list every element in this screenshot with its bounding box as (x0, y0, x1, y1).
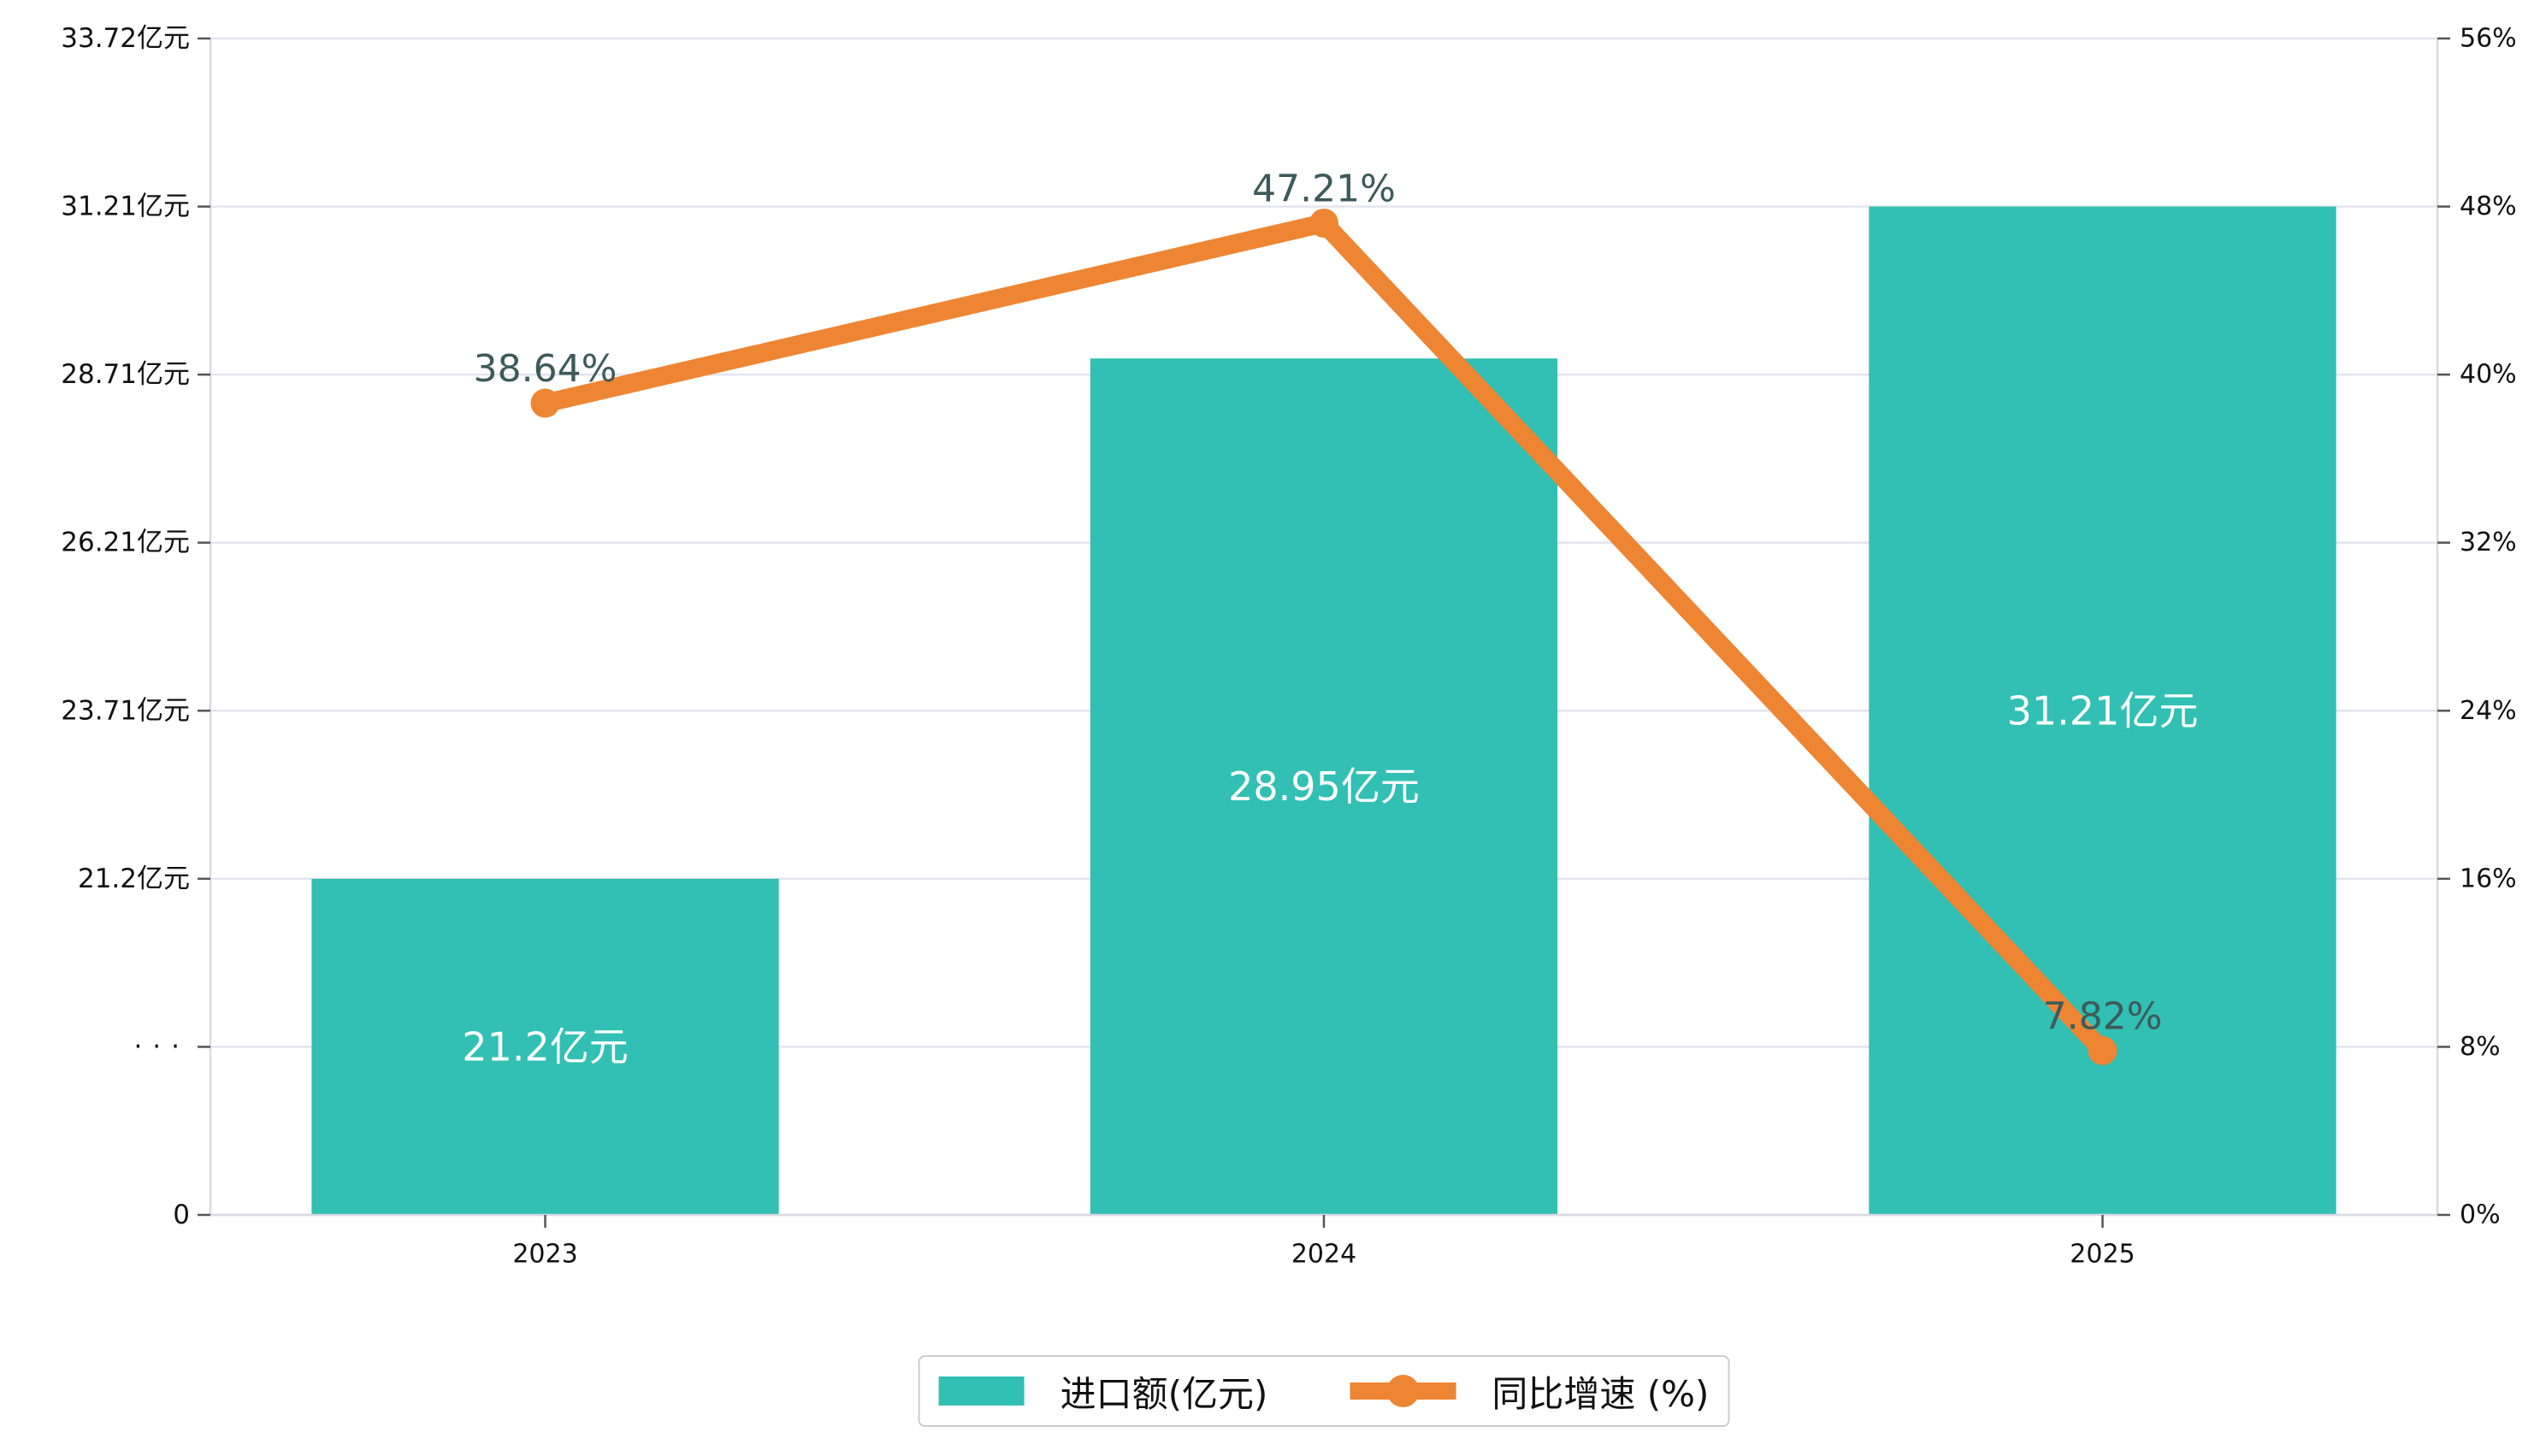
growth-marker-2025 (2088, 1035, 2118, 1065)
legend-item-import-value: 进口额(亿元) (938, 1365, 1268, 1418)
bar-value-label-2023: 21.2亿元 (462, 1023, 628, 1070)
x-axis-tick-label: 2024 (1291, 1240, 1356, 1270)
x-axis-tick-label: 2023 (512, 1240, 577, 1270)
growth-value-label-2025: 7.82% (2043, 994, 2163, 1038)
legend-label-growth-rate: 同比增速 (%) (1492, 1372, 1710, 1415)
bar-value-label-2025: 31.21亿元 (2007, 687, 2199, 734)
left-axis-tick-label: 28.71亿元 (61, 359, 190, 390)
bar-value-label-2024: 28.95亿元 (1228, 763, 1420, 810)
right-axis-tick-label: 24% (2460, 696, 2517, 726)
right-axis-tick-label: 56% (2460, 24, 2517, 54)
right-axis-tick-label: 32% (2460, 528, 2517, 557)
right-axis-tick-label: 0% (2460, 1200, 2501, 1230)
growth-value-label-2023: 38.64% (474, 347, 617, 391)
legend-bar-swatch (938, 1376, 1025, 1406)
legend-line-swatch (1350, 1375, 1456, 1407)
left-axis-tick-label: 26.21亿元 (61, 528, 190, 558)
left-axis-tick-label: 0 (173, 1200, 190, 1230)
left-axis-tick-label: 21.2亿元 (78, 864, 190, 894)
x-axis-tick-label: 2025 (2070, 1240, 2135, 1270)
right-axis-tick-label: 48% (2460, 192, 2517, 221)
right-axis-tick-label: 40% (2460, 360, 2517, 390)
bar-2023 (311, 878, 779, 1215)
right-axis-tick-label: 8% (2460, 1032, 2501, 1062)
bar-2024 (1090, 358, 1558, 1216)
left-axis-tick-label: ··· (133, 1031, 190, 1062)
left-axis-tick-label: 33.72亿元 (61, 23, 190, 54)
legend: 进口额(亿元) 同比增速 (%) (918, 1355, 1730, 1427)
growth-marker-2024 (1309, 208, 1338, 238)
left-axis-tick-label: 23.71亿元 (61, 695, 190, 726)
right-axis-tick-label: 16% (2460, 864, 2517, 893)
legend-item-growth-rate: 同比增速 (%) (1350, 1365, 1709, 1418)
left-axis-tick-label: 31.21亿元 (61, 192, 190, 222)
legend-label-import-value: 进口额(亿元) (1060, 1372, 1268, 1415)
growth-marker-2023 (530, 388, 560, 418)
growth-value-label-2024: 47.21% (1252, 167, 1396, 210)
legend-line-marker (1386, 1375, 1420, 1407)
